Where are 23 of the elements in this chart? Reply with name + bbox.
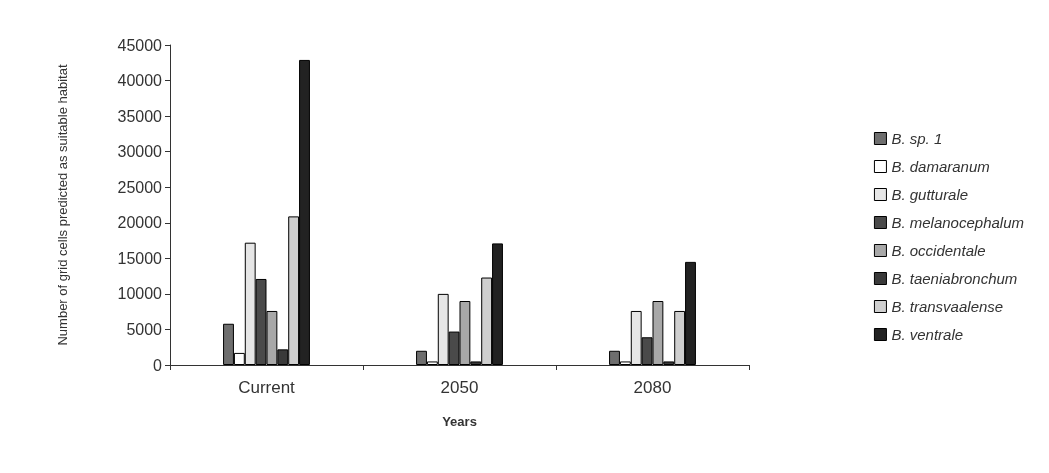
legend-label: B. ventrale: [891, 326, 964, 343]
x-tick-label: 2050: [440, 378, 479, 397]
y-axis-title: Number of grid cells predicted as suitable habitat: [54, 64, 70, 346]
y-tick-label: 25000: [117, 178, 163, 196]
y-tick-label: 35000: [117, 107, 163, 125]
y-tick-label: 0: [153, 356, 163, 374]
y-tick-label: 10000: [117, 285, 163, 303]
y-tick-label: 20000: [117, 214, 163, 232]
y-tick-label: 45000: [117, 36, 163, 54]
x-tick-label: Current: [238, 378, 296, 397]
x-tick-label: 2080: [633, 378, 672, 397]
legend-label: B. transvaalense: [891, 298, 1004, 315]
legend-label: B. melanocephalum: [891, 214, 1024, 231]
legend-label: B. gutturale: [891, 186, 969, 203]
y-tick-label: 15000: [117, 249, 163, 267]
x-axis-title: Years: [442, 414, 477, 429]
legend-label: B. occidentale: [891, 242, 986, 259]
y-tick-label: 40000: [117, 72, 163, 90]
legend-label: B. sp. 1: [891, 130, 943, 147]
legend-label: B. damaranum: [891, 158, 990, 175]
y-tick-label: 30000: [117, 143, 163, 161]
legend-label: B. taeniabronchum: [891, 270, 1018, 287]
y-tick-label: 5000: [126, 320, 163, 338]
